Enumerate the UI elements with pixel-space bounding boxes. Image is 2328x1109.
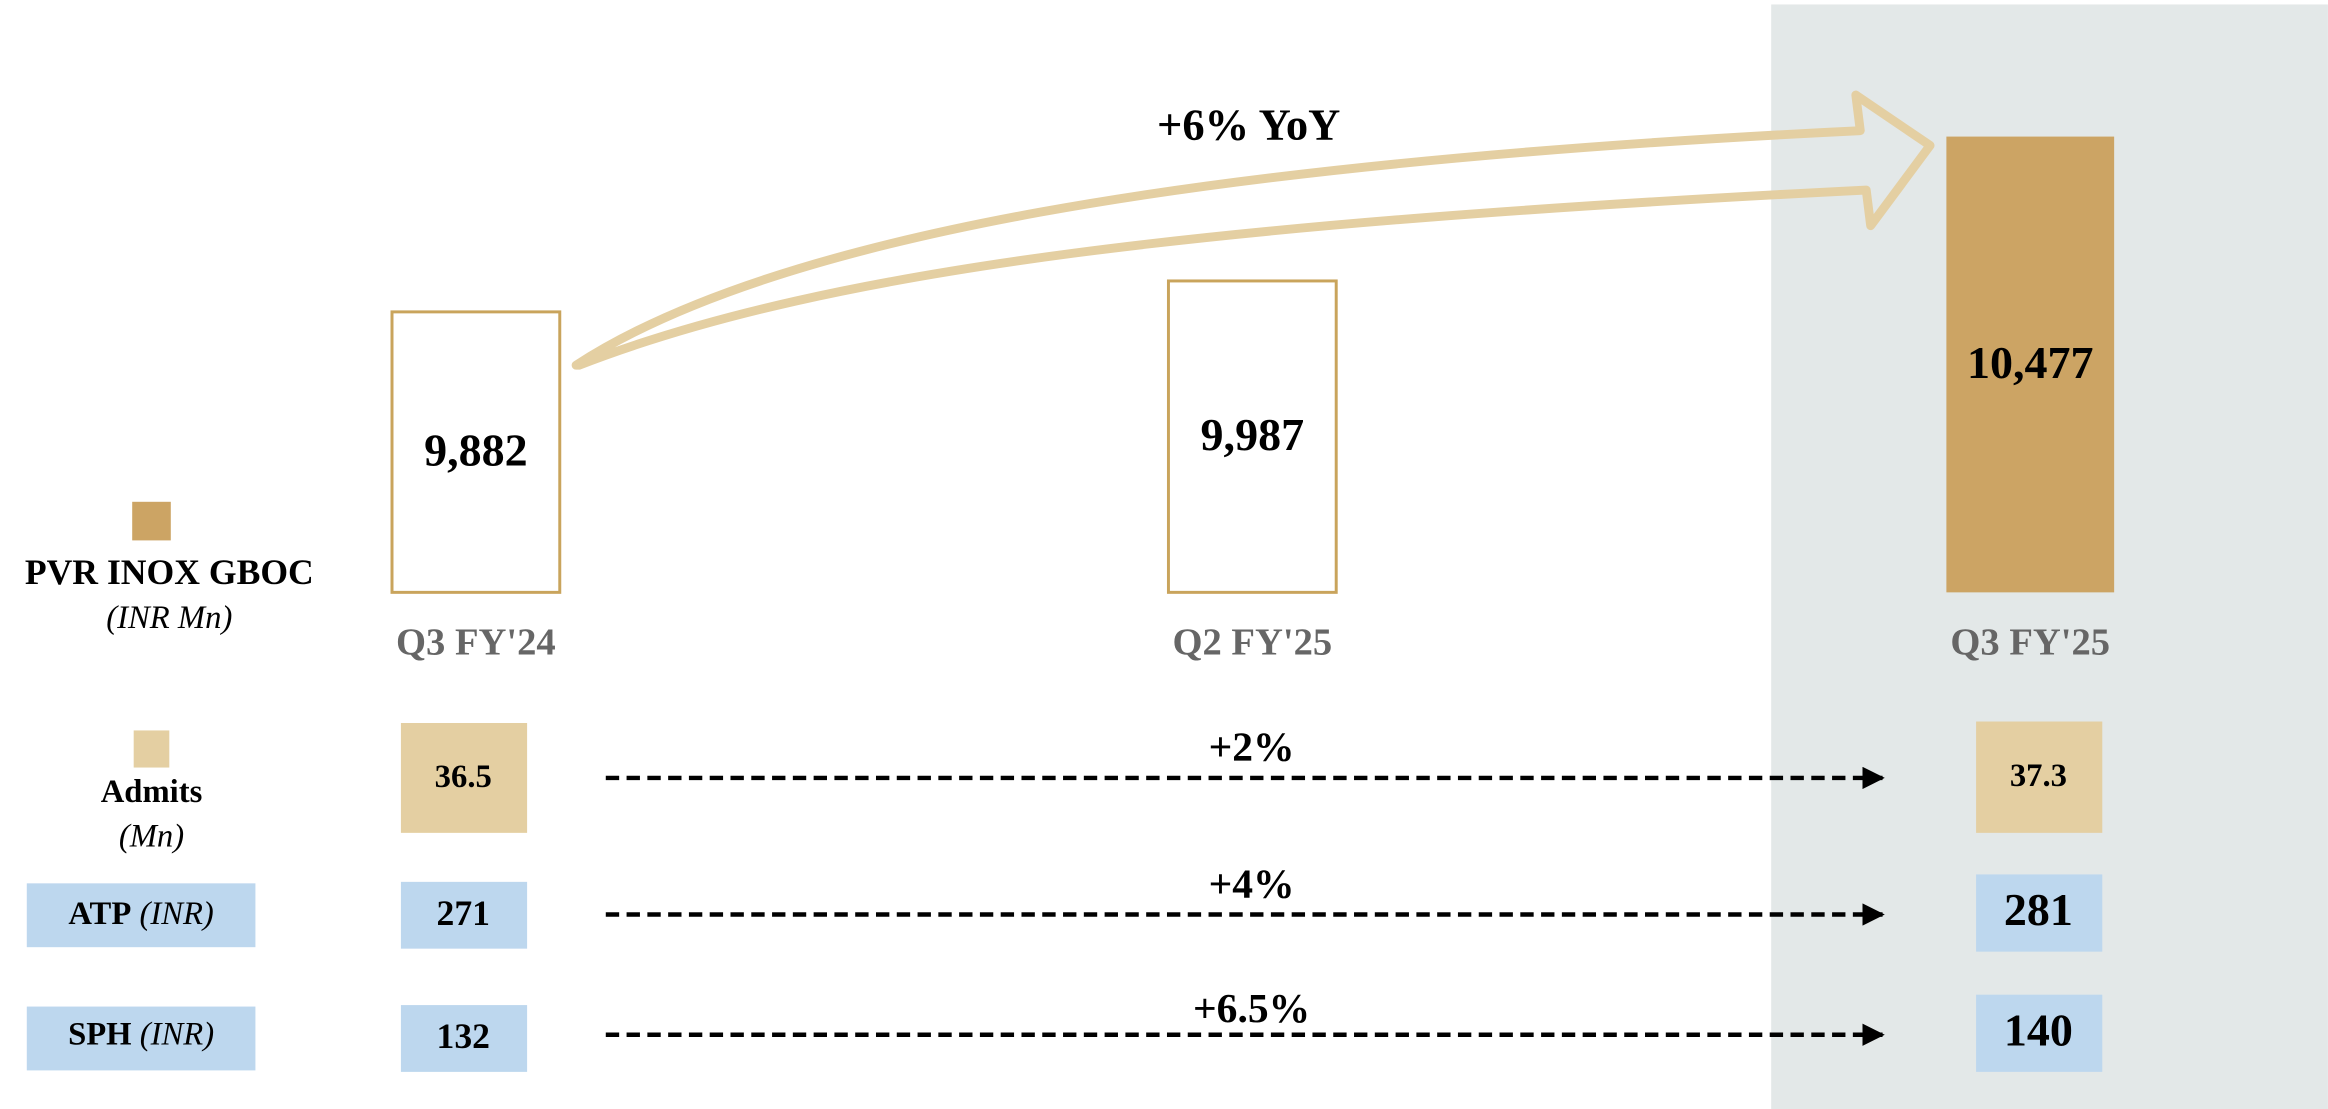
bar-value-label: 10,477: [1967, 337, 2094, 388]
metric-change: +4%: [1209, 860, 1295, 906]
metric-from: 132: [437, 1016, 490, 1056]
metric-change: +2%: [1209, 724, 1295, 770]
metric-to: 140: [2004, 1004, 2073, 1055]
metric-name: Admits: [101, 774, 203, 810]
metric-unit: (INR): [140, 1016, 214, 1052]
legend-label: PVR INOX GBOC: [25, 552, 314, 592]
legend-swatch: [132, 501, 171, 541]
bar: [1946, 136, 2115, 593]
metric-to: 37.3: [2010, 758, 2067, 794]
category-label: Q2 FY'25: [1172, 622, 1332, 664]
metric-change: +6.5%: [1193, 985, 1310, 1031]
yoy-annotation: +6% YoY: [1157, 99, 1340, 149]
metric-box: [400, 1005, 528, 1072]
category-label: Q3 FY'25: [1950, 622, 2110, 664]
metric-to: 281: [2004, 884, 2073, 935]
legend-unit: (INR Mn): [106, 600, 232, 636]
metric-label: SPH (INR): [68, 1016, 214, 1052]
metric-name: ATP: [68, 896, 131, 932]
metric-box: [1976, 721, 2103, 833]
bar: [1166, 279, 1338, 594]
bar-value-label: 9,882: [424, 425, 528, 476]
bar-value-label: 9,987: [1201, 409, 1305, 460]
legend-swatch: [133, 730, 170, 768]
metric-label: ATP (INR): [68, 896, 213, 932]
metric-unit: (Mn): [119, 818, 184, 854]
yoy-arrow: [571, 90, 1935, 370]
category-label: Q3 FY'24: [396, 622, 556, 664]
metric-unit: (INR): [139, 896, 213, 932]
metric-name: SPH: [68, 1016, 132, 1052]
metric-from: 271: [437, 893, 490, 933]
metric-label-box: [26, 1006, 256, 1071]
metric-box: [1976, 994, 2103, 1072]
metric-box: [400, 723, 528, 833]
bar: [390, 310, 562, 594]
metric-box: [1976, 874, 2103, 952]
metric-label-box: [26, 883, 256, 948]
metric-box: [400, 881, 528, 949]
metric-from: 36.5: [435, 759, 492, 795]
